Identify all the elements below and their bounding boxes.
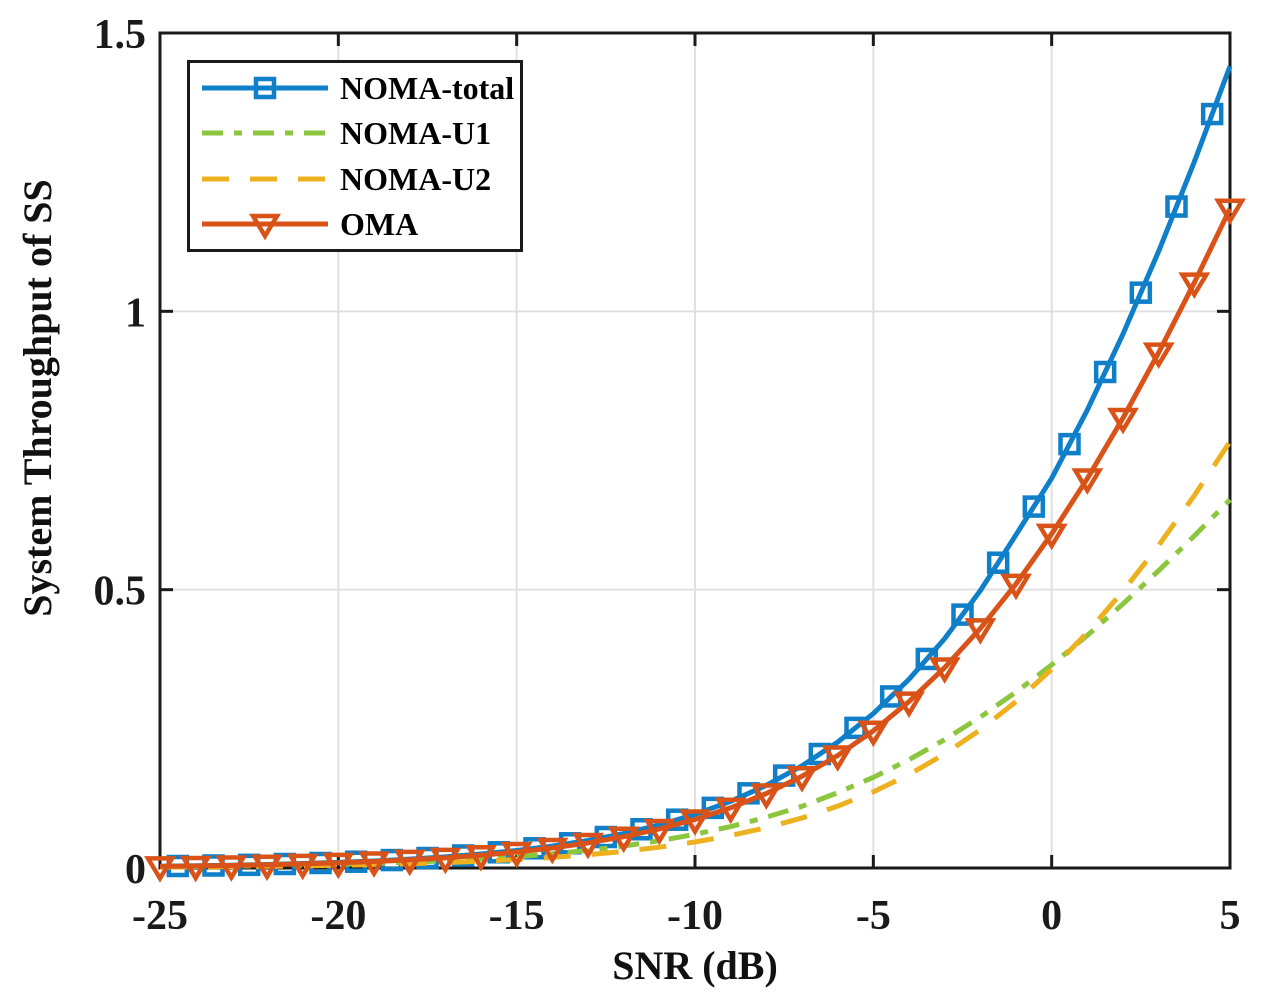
legend-item-noma-u2: NOMA-U2 <box>200 157 520 201</box>
x-axis-title: SNR (dB) <box>612 943 778 988</box>
triangle-marker <box>1071 468 1104 495</box>
square-marker <box>951 603 974 626</box>
triangle-marker <box>857 720 890 748</box>
triangle-marker <box>251 854 283 882</box>
legend-label-oma: OMA <box>340 205 419 242</box>
triangle-marker <box>179 855 212 883</box>
square-marker <box>1165 195 1188 218</box>
legend-item-noma-u1: NOMA-U1 <box>200 111 520 155</box>
series-line <box>159 497 1232 870</box>
legend-item-oma: OMA <box>200 202 520 246</box>
x-tick-label: 5 <box>1220 893 1241 939</box>
legend-line-sample-oma <box>202 213 328 241</box>
triangle-marker <box>607 826 640 854</box>
legend-label-noma-u1: NOMA-U1 <box>340 115 492 152</box>
x-tick-label: -10 <box>667 893 723 939</box>
triangle-marker <box>393 849 426 877</box>
triangle-marker <box>249 213 281 241</box>
triangle-marker <box>429 847 462 875</box>
square-marker <box>1058 432 1081 456</box>
triangle-marker <box>1142 342 1175 369</box>
triangle-marker <box>786 766 818 793</box>
legend-line-sample-noma-total <box>202 76 328 100</box>
triangle-marker <box>679 809 711 836</box>
triangle-marker <box>572 832 604 860</box>
square-marker <box>986 551 1010 574</box>
legend-item-noma-total: NOMA-total <box>200 66 520 110</box>
y-tick-label: 1 <box>125 290 146 336</box>
series-noma-u1 <box>159 497 1232 870</box>
triangle-marker <box>714 797 747 825</box>
legend-label-noma-u2: NOMA-U2 <box>340 160 492 197</box>
legend-line-sample-noma-u1 <box>202 130 328 136</box>
square-marker <box>1093 360 1117 384</box>
triangle-marker <box>286 853 319 881</box>
triangle-marker <box>1107 407 1139 435</box>
triangle-marker <box>964 618 997 645</box>
triangle-marker <box>750 783 783 810</box>
x-tick-label: 0 <box>1041 893 1062 939</box>
triangle-marker <box>536 837 569 865</box>
x-tick-label: -5 <box>856 893 891 939</box>
triangle-marker <box>215 855 248 882</box>
legend: NOMA-total NOMA-U1 NOMA-U2 OMA <box>187 60 523 252</box>
triangle-marker <box>643 818 676 846</box>
series-noma-u2 <box>159 440 1233 870</box>
triangle-marker <box>465 845 497 872</box>
square-marker <box>1129 281 1153 304</box>
square-marker <box>253 76 277 100</box>
triangle-marker <box>322 852 355 880</box>
triangle-marker <box>928 657 961 684</box>
triangle-marker <box>144 856 176 883</box>
x-tick-label: -20 <box>310 893 366 939</box>
y-axis-title: System Throughput of SS <box>15 179 60 617</box>
triangle-marker <box>893 691 925 718</box>
triangle-marker <box>500 841 533 869</box>
triangle-marker <box>1214 198 1246 226</box>
series-oma <box>144 198 1246 883</box>
legend-label-noma-total: NOMA-total <box>340 70 515 107</box>
legend-line-sample-noma-u2 <box>202 176 328 182</box>
triangle-marker <box>1035 523 1068 551</box>
y-tick-label: 0 <box>125 847 146 893</box>
square-marker <box>1022 495 1046 518</box>
x-tick-label: -25 <box>132 893 188 939</box>
triangle-marker <box>1178 272 1211 300</box>
tick-labels: -25 -20 -15 -10 -5 0 5 0 0.5 1 1.5 <box>94 12 1241 939</box>
x-tick-label: -15 <box>489 893 545 939</box>
series-line <box>159 207 1233 869</box>
triangle-marker <box>1000 573 1032 601</box>
square-marker <box>1200 102 1224 126</box>
triangle-marker <box>358 851 390 878</box>
y-tick-label: 1.5 <box>94 12 147 58</box>
y-tick-label: 0.5 <box>94 569 147 615</box>
triangle-marker <box>821 745 854 772</box>
series-line <box>159 440 1233 870</box>
